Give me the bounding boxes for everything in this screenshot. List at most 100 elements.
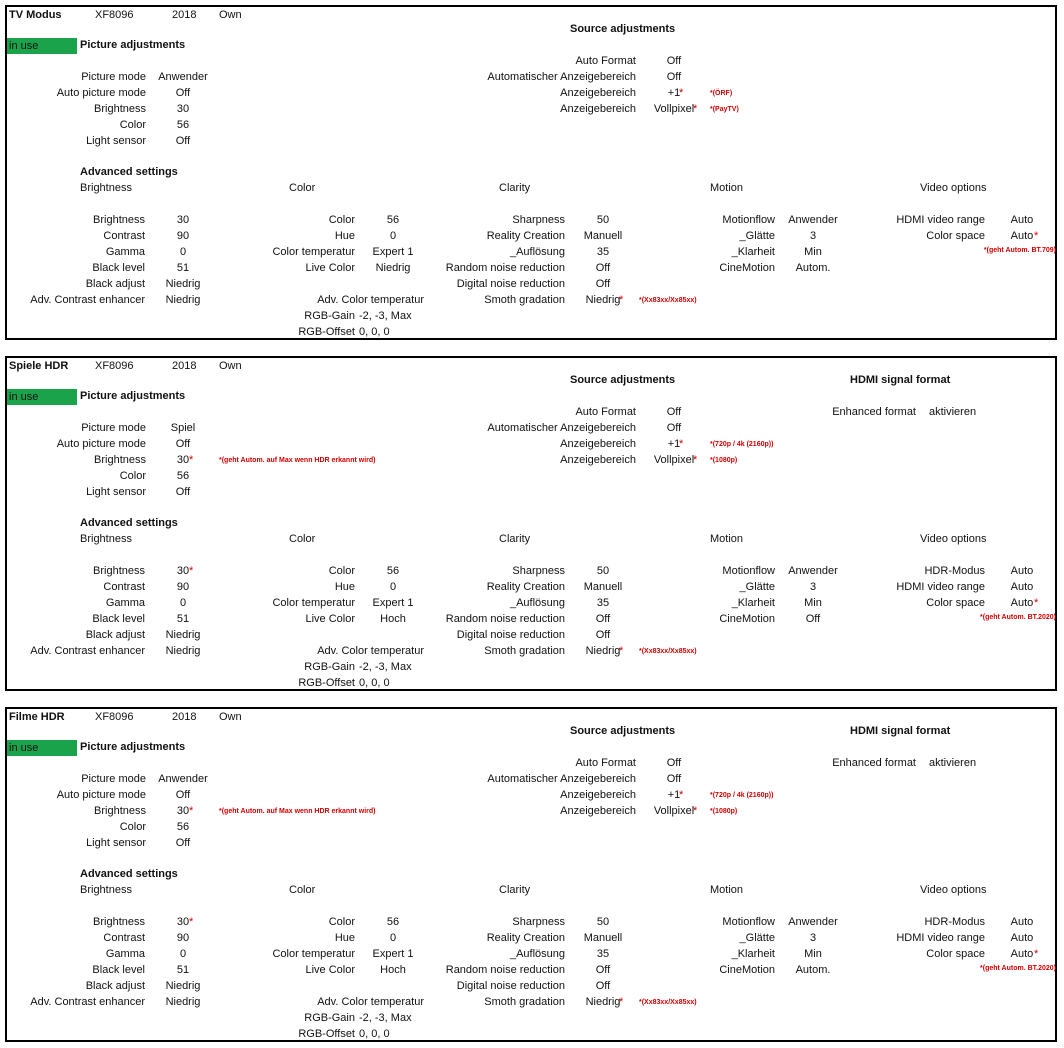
klarheit-value: Min xyxy=(804,597,822,609)
adv-color-temperatur-label: Adv. Color temperatur xyxy=(317,996,424,1008)
tv-model: XF8096 xyxy=(95,711,134,723)
color-space-value: Auto xyxy=(1010,597,1034,609)
picture-brightness-value: 30 xyxy=(176,805,190,817)
smoth-gradation-value: Niedrig xyxy=(585,996,621,1008)
enhanced-format-label: Enhanced format xyxy=(832,406,916,418)
clarity-group-heading: Clarity xyxy=(499,182,531,194)
black-level-label: Black level xyxy=(92,613,145,625)
tv-model: XF8096 xyxy=(95,360,134,372)
auto-picture-mode-value: Off xyxy=(175,87,191,99)
in-use-badge: in use xyxy=(7,38,77,54)
light-sensor-label: Light sensor xyxy=(86,837,146,849)
picture-brightness-label: Brightness xyxy=(94,454,146,466)
rgb-gain-label: RGB-Gain xyxy=(304,310,355,322)
black-level-label: Black level xyxy=(92,262,145,274)
smoth-gradation-value: Niedrig xyxy=(585,645,621,657)
color-temperatur-label: Color temperatur xyxy=(272,246,355,258)
adv-brightness-asterisk: * xyxy=(189,916,194,928)
anzeige2-note: *(1080p) xyxy=(710,808,738,815)
rgb-gain-value: -2, -3, Max xyxy=(359,310,412,322)
hdr-modus-label: HDR-Modus xyxy=(924,916,985,928)
picture-color-value: 56 xyxy=(176,821,190,833)
picture-brightness-label: Brightness xyxy=(94,103,146,115)
color-temperatur-value: Expert 1 xyxy=(372,597,414,609)
adv-contrast-enhancer-value: Niedrig xyxy=(165,645,201,657)
auto-picture-mode-label: Auto picture mode xyxy=(56,438,146,450)
anzeige1-note: *(720p / 4k (2160p)) xyxy=(710,792,774,799)
klarheit-label: _Klarheit xyxy=(731,246,775,258)
anzeige2-asterisk: * xyxy=(693,805,698,817)
auto-anzeigebereich-value: Off xyxy=(666,71,682,83)
motionflow-value: Anwender xyxy=(788,565,838,577)
rgb-offset-label: RGB-Offset xyxy=(298,326,355,338)
auto-anzeigebereich-value: Off xyxy=(666,422,682,434)
brightness-asterisk: * xyxy=(189,805,194,817)
reality-creation-label: Reality Creation xyxy=(486,932,565,944)
hue-value: 0 xyxy=(389,230,397,242)
glaette-value: 3 xyxy=(809,932,817,944)
black-level-value: 51 xyxy=(176,964,190,976)
model-year: 2018 xyxy=(172,9,197,21)
picture-color-label: Color xyxy=(119,821,146,833)
klarheit-label: _Klarheit xyxy=(731,597,775,609)
hue-label: Hue xyxy=(334,932,355,944)
sharpness-label: Sharpness xyxy=(512,565,565,577)
anzeige2-note: *(PayTV) xyxy=(710,106,739,113)
picture-mode-label: Picture mode xyxy=(81,773,146,785)
anzeigebereich-2-value: Vollpixel xyxy=(653,454,695,466)
auto-picture-mode-label: Auto picture mode xyxy=(56,789,146,801)
motion-group-heading: Motion xyxy=(710,884,744,896)
gamma-value: 0 xyxy=(179,948,187,960)
sharpness-value: 50 xyxy=(596,214,610,226)
smoth-gradation-label: Smoth gradation xyxy=(484,294,565,306)
auto-format-label: Auto Format xyxy=(575,757,636,769)
smoth-gradation-label: Smoth gradation xyxy=(484,645,565,657)
contrast-label: Contrast xyxy=(103,581,145,593)
adv-brightness-asterisk: * xyxy=(189,565,194,577)
random-noise-reduction-label: Random noise reduction xyxy=(445,964,565,976)
adv-color-value: 56 xyxy=(386,916,400,928)
rgb-gain-value: -2, -3, Max xyxy=(359,1012,412,1024)
sharpness-value: 50 xyxy=(596,565,610,577)
light-sensor-value: Off xyxy=(175,486,191,498)
adv-contrast-enhancer-label: Adv. Contrast enhancer xyxy=(30,294,145,306)
smoth-gradation-note: *(Xx83xx/Xx85xx) xyxy=(639,297,697,304)
smoth-gradation-label: Smoth gradation xyxy=(484,996,565,1008)
adv-brightness-label: Brightness xyxy=(93,214,145,226)
owner: Own xyxy=(219,711,242,723)
picture-mode-value: Anwender xyxy=(158,773,208,785)
hue-label: Hue xyxy=(334,581,355,593)
anzeigebereich-2-label: Anzeigebereich xyxy=(560,805,636,817)
settings-panel: Spiele HDR XF8096 2018 Own in use Picture adj… xyxy=(5,356,1057,691)
gamma-value: 0 xyxy=(179,246,187,258)
motion-group-heading: Motion xyxy=(710,182,744,194)
adv-contrast-enhancer-label: Adv. Contrast enhancer xyxy=(30,645,145,657)
brightness-note: *(geht Autom. auf Max wenn HDR erkannt w… xyxy=(219,808,376,815)
anzeigebereich-1-label: Anzeigebereich xyxy=(560,789,636,801)
anzeigebereich-1-label: Anzeigebereich xyxy=(560,438,636,450)
enhanced-format-value: aktivieren xyxy=(929,406,977,418)
random-noise-reduction-value: Off xyxy=(595,964,611,976)
enhanced-format-value: aktivieren xyxy=(929,757,977,769)
light-sensor-label: Light sensor xyxy=(86,486,146,498)
adv-contrast-enhancer-value: Niedrig xyxy=(165,294,201,306)
hdr-modus-value: Auto xyxy=(1010,565,1034,577)
picture-color-value: 56 xyxy=(176,119,190,131)
auto-picture-mode-value: Off xyxy=(175,438,191,450)
rgb-offset-label: RGB-Offset xyxy=(298,677,355,689)
picture-adjustments-heading: Picture adjustments xyxy=(80,741,186,753)
motionflow-label: Motionflow xyxy=(722,565,775,577)
tv-model: XF8096 xyxy=(95,9,134,21)
klarheit-value: Min xyxy=(804,948,822,960)
color-group-heading: Color xyxy=(289,533,316,545)
black-adjust-value: Niedrig xyxy=(165,278,201,290)
aufloesung-label: _Auflösung xyxy=(509,948,565,960)
color-group-heading: Color xyxy=(289,182,316,194)
random-noise-reduction-value: Off xyxy=(595,613,611,625)
anzeigebereich-2-value: Vollpixel xyxy=(653,103,695,115)
color-space-value: Auto xyxy=(1010,948,1034,960)
reality-creation-label: Reality Creation xyxy=(486,581,565,593)
reality-creation-value: Manuell xyxy=(583,932,623,944)
adv-color-value: 56 xyxy=(386,214,400,226)
auto-format-label: Auto Format xyxy=(575,406,636,418)
